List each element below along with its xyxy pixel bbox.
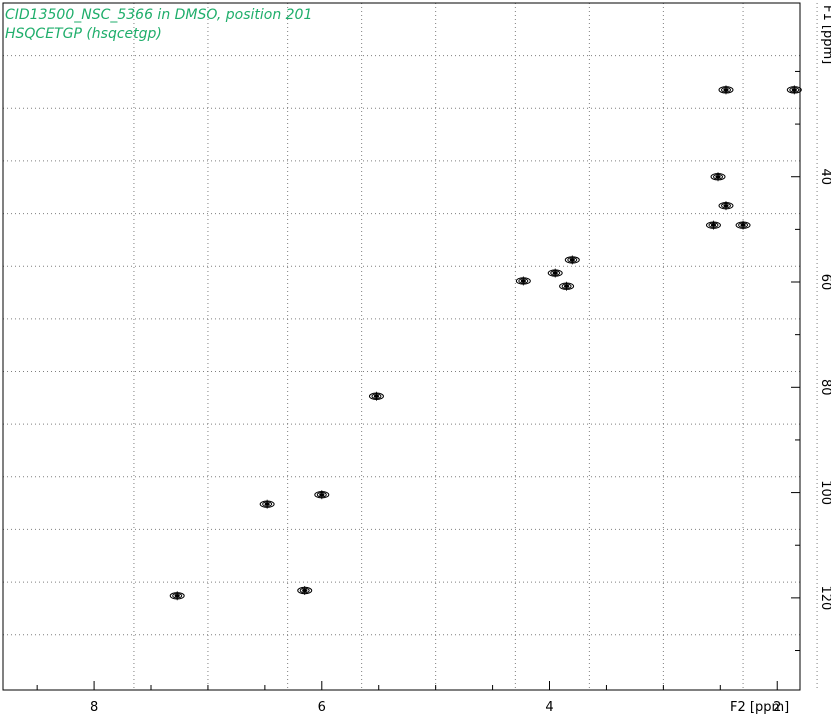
y-tick-label: 80 [818,379,831,396]
x-tick-label: 2 [773,700,781,715]
y-tick-label: 100 [818,480,831,505]
cross-peak [297,586,313,596]
cross-peak [259,499,275,509]
x-axis-ticks: 8 6 4 2 [36,681,781,715]
cross-peak [314,490,330,500]
cross-peak [718,85,734,95]
y-tick-label: 60 [818,274,831,291]
peak-contours [169,85,802,601]
x-tick-label: 8 [90,700,98,715]
y-tick-label: 40 [818,168,831,185]
cross-peak [564,255,580,265]
y-axis-label: F1 [ppm] [820,5,831,64]
x-tick-label: 4 [545,700,553,715]
cross-peak [559,281,575,291]
cross-peak [368,391,384,401]
x-axis-label: F2 [ppm] [730,700,789,715]
cross-peak [169,591,185,601]
cross-peak [515,276,531,286]
cross-peak [710,172,726,182]
cross-peak [718,201,734,211]
plot-frame [2,2,801,691]
cross-peak [786,85,802,95]
grid-lines [3,3,818,690]
cross-peak [547,268,563,278]
chart-title: CID13500_NSC_5366 in DMSO, position 201 [5,7,313,23]
y-axis-ticks: 40 60 80 100 120 [791,70,831,652]
cross-peak [705,220,721,230]
x-tick-label: 6 [318,700,326,715]
y-tick-label: 120 [818,585,831,610]
cross-peak [735,220,751,230]
chart-subtitle: HSQCETGP (hsqcetgp) [5,26,162,42]
